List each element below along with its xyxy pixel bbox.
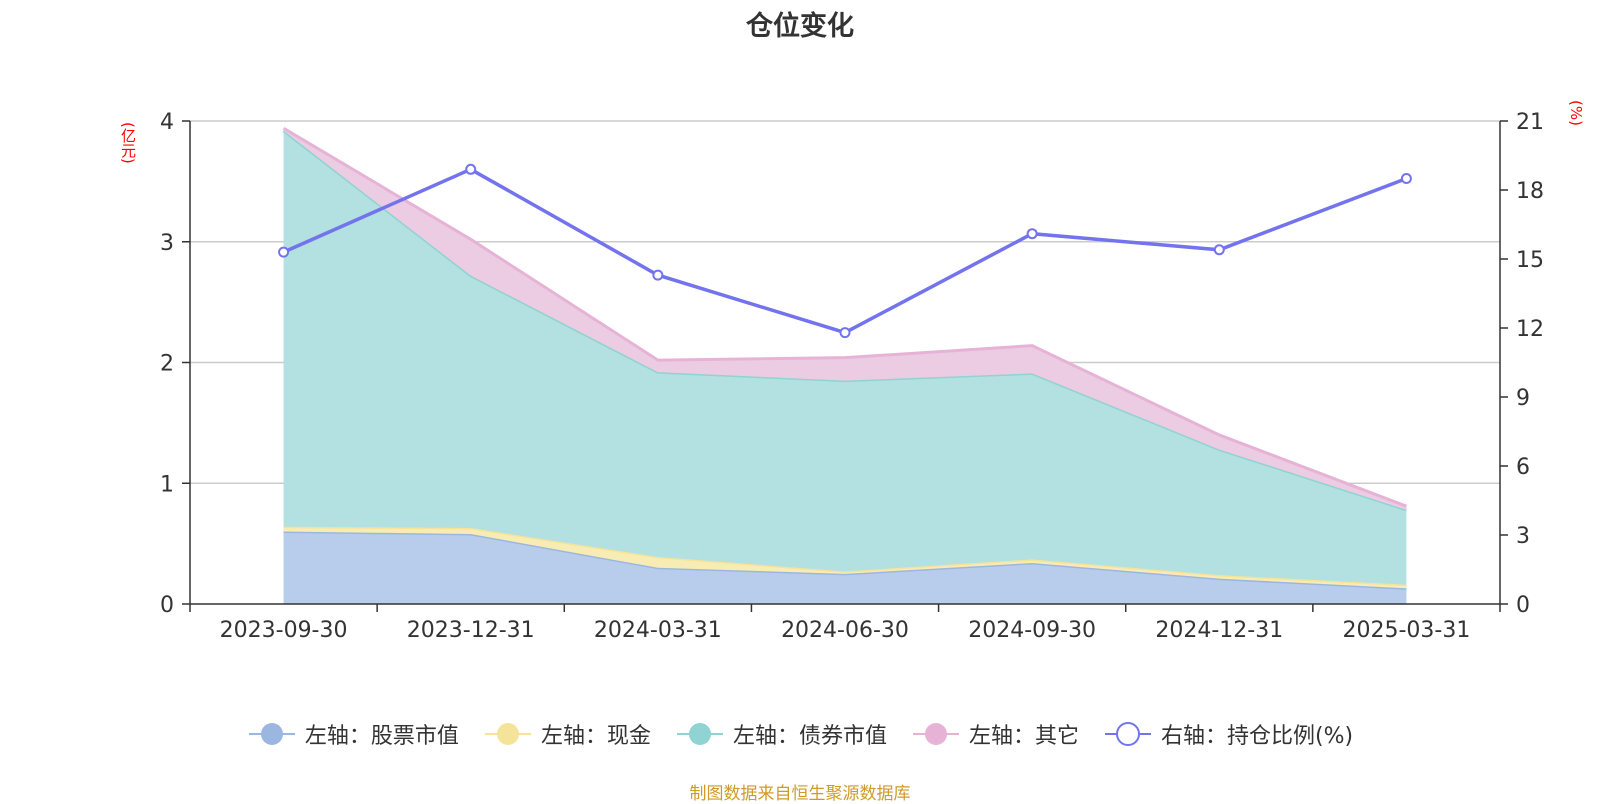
right-axis-tick-label: 12 [1516, 317, 1544, 342]
chart-title: 仓位变化 [746, 11, 854, 42]
area-series-3 [283, 128, 1407, 510]
left-axis-tick-label: 0 [160, 593, 174, 618]
ratio-point [1213, 244, 1225, 256]
area-series-0 [283, 531, 1407, 604]
ratio-point [839, 327, 851, 339]
legend-cash-label: 左轴：现金 [540, 724, 651, 749]
right-axis-tick-label: 3 [1516, 524, 1530, 549]
right-axis-tick-label: 21 [1516, 110, 1544, 135]
legend-item-stock[interactable]: 左轴：股票市值 [247, 718, 459, 750]
left-axis-tick-label: 4 [160, 110, 174, 135]
x-axis-tick-label: 2024-09-30 [968, 618, 1096, 643]
left-axis-tick-label: 3 [160, 231, 174, 256]
legend-item-cash[interactable]: 左轴：现金 [483, 718, 651, 750]
right-axis-tick-label: 15 [1516, 248, 1544, 273]
legend-stock-label: 左轴：股票市值 [304, 724, 459, 749]
ratio-point [278, 246, 290, 258]
ratio-point [465, 163, 477, 175]
legend-other-label: 左轴：其它 [968, 724, 1079, 749]
chart-legend: 左轴：股票市值 左轴：现金 左轴：债券市值 左轴：其它 右轴：持仓比例(%) [0, 718, 1600, 750]
ratio-point [1026, 228, 1038, 240]
legend-item-ratio[interactable]: 右轴：持仓比例(%) [1103, 718, 1353, 750]
left-axis-tick-label: 2 [160, 352, 174, 377]
right-axis-tick-label: 18 [1516, 179, 1544, 204]
legend-bond-label: 左轴：债券市值 [732, 724, 887, 749]
legend-cash-icon [484, 723, 531, 745]
x-axis-tick-label: 2024-06-30 [781, 618, 909, 643]
right-axis-tick-label: 9 [1516, 386, 1530, 411]
x-axis-tick-label: 2024-12-31 [1155, 618, 1283, 643]
area-series-2 [283, 130, 1407, 585]
ratio-point [652, 269, 664, 281]
right-axis-tick-label: 0 [1516, 593, 1530, 618]
area-series-1 [283, 526, 1407, 589]
legend-ratio-label: 右轴：持仓比例(%) [1160, 724, 1354, 749]
x-axis-tick-label: 2024-03-31 [594, 618, 722, 643]
right-axis-tick-label: 6 [1516, 455, 1530, 480]
ratio-point [1400, 173, 1412, 184]
right-axis-unit: (%) [1567, 100, 1585, 126]
area-series-line-3 [282, 126, 1407, 508]
legend-item-bond[interactable]: 左轴：债券市值 [675, 718, 887, 750]
legend-ratio-icon [1104, 722, 1151, 746]
legend-other-icon [912, 723, 959, 745]
x-axis-tick-label: 2023-12-31 [407, 618, 535, 643]
legend-stock-icon [248, 723, 295, 745]
area-series-line-0 [283, 530, 1407, 590]
x-axis-tick-label: 2023-09-30 [220, 618, 348, 643]
left-axis-tick-label: 1 [160, 472, 174, 497]
legend-bond-icon [676, 723, 723, 745]
left-axis-unit: (亿元) [119, 122, 137, 164]
source-note: 制图数据来自恒生聚源数据库 [689, 784, 911, 804]
legend-item-other[interactable]: 左轴：其它 [911, 718, 1079, 750]
x-axis-tick-label: 2025-03-31 [1342, 618, 1470, 643]
